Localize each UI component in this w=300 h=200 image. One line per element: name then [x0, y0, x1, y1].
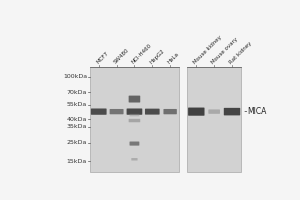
- Text: 40kDa: 40kDa: [67, 117, 87, 122]
- FancyBboxPatch shape: [131, 158, 138, 161]
- FancyBboxPatch shape: [129, 96, 140, 103]
- FancyBboxPatch shape: [130, 142, 140, 146]
- Bar: [188, 67, 241, 172]
- Text: 35kDa: 35kDa: [67, 124, 87, 129]
- FancyBboxPatch shape: [127, 108, 142, 115]
- Text: 55kDa: 55kDa: [67, 102, 87, 107]
- Text: SW480: SW480: [113, 47, 130, 65]
- Text: 15kDa: 15kDa: [67, 159, 87, 164]
- FancyBboxPatch shape: [110, 109, 124, 114]
- Text: HeLa: HeLa: [167, 51, 180, 65]
- Text: MICA: MICA: [248, 107, 267, 116]
- Text: Rat kidney: Rat kidney: [229, 41, 253, 65]
- FancyBboxPatch shape: [164, 109, 177, 114]
- FancyBboxPatch shape: [129, 119, 140, 122]
- Text: NCI-H460: NCI-H460: [131, 43, 153, 65]
- Text: 100kDa: 100kDa: [63, 74, 87, 79]
- Text: 25kDa: 25kDa: [67, 140, 87, 145]
- Bar: [90, 67, 179, 172]
- FancyBboxPatch shape: [208, 109, 220, 114]
- FancyBboxPatch shape: [188, 108, 205, 116]
- Text: Mouse ovary: Mouse ovary: [211, 36, 239, 65]
- FancyBboxPatch shape: [91, 108, 106, 115]
- FancyBboxPatch shape: [130, 114, 140, 116]
- Text: MCF7: MCF7: [95, 51, 109, 65]
- Text: Mouse kidney: Mouse kidney: [193, 34, 223, 65]
- Text: 70kDa: 70kDa: [67, 90, 87, 95]
- FancyBboxPatch shape: [145, 109, 160, 115]
- FancyBboxPatch shape: [224, 108, 240, 115]
- Text: HepG2: HepG2: [149, 48, 166, 65]
